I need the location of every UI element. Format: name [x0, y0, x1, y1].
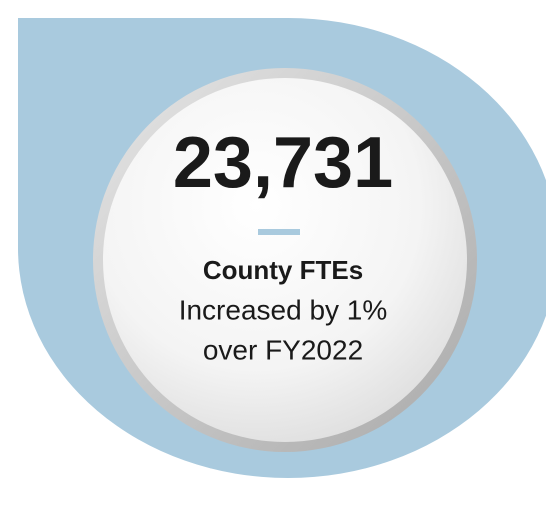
- circle-face: [103, 78, 467, 442]
- divider: [258, 229, 300, 235]
- label: County FTEs: [203, 255, 363, 285]
- headline-value: 23,731: [173, 123, 393, 203]
- description-line: Increased by 1%: [179, 294, 388, 325]
- description-line: over FY2022: [203, 334, 363, 365]
